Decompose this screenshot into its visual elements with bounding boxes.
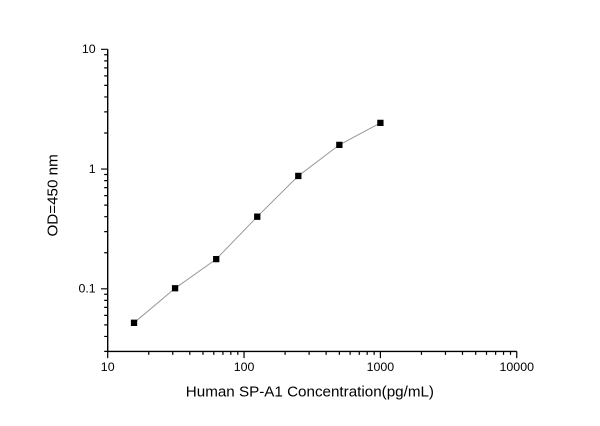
svg-text:10000: 10000 — [500, 360, 535, 374]
svg-text:10: 10 — [101, 360, 115, 374]
svg-text:100: 100 — [234, 360, 255, 374]
svg-text:1: 1 — [89, 162, 96, 176]
svg-text:Human SP-A1 Concentration(pg/m: Human SP-A1 Concentration(pg/mL) — [186, 383, 434, 400]
svg-text:10: 10 — [82, 42, 96, 56]
svg-text:0.1: 0.1 — [78, 282, 95, 296]
svg-text:1000: 1000 — [367, 360, 395, 374]
svg-text:OD=450 nm: OD=450 nm — [44, 154, 61, 236]
